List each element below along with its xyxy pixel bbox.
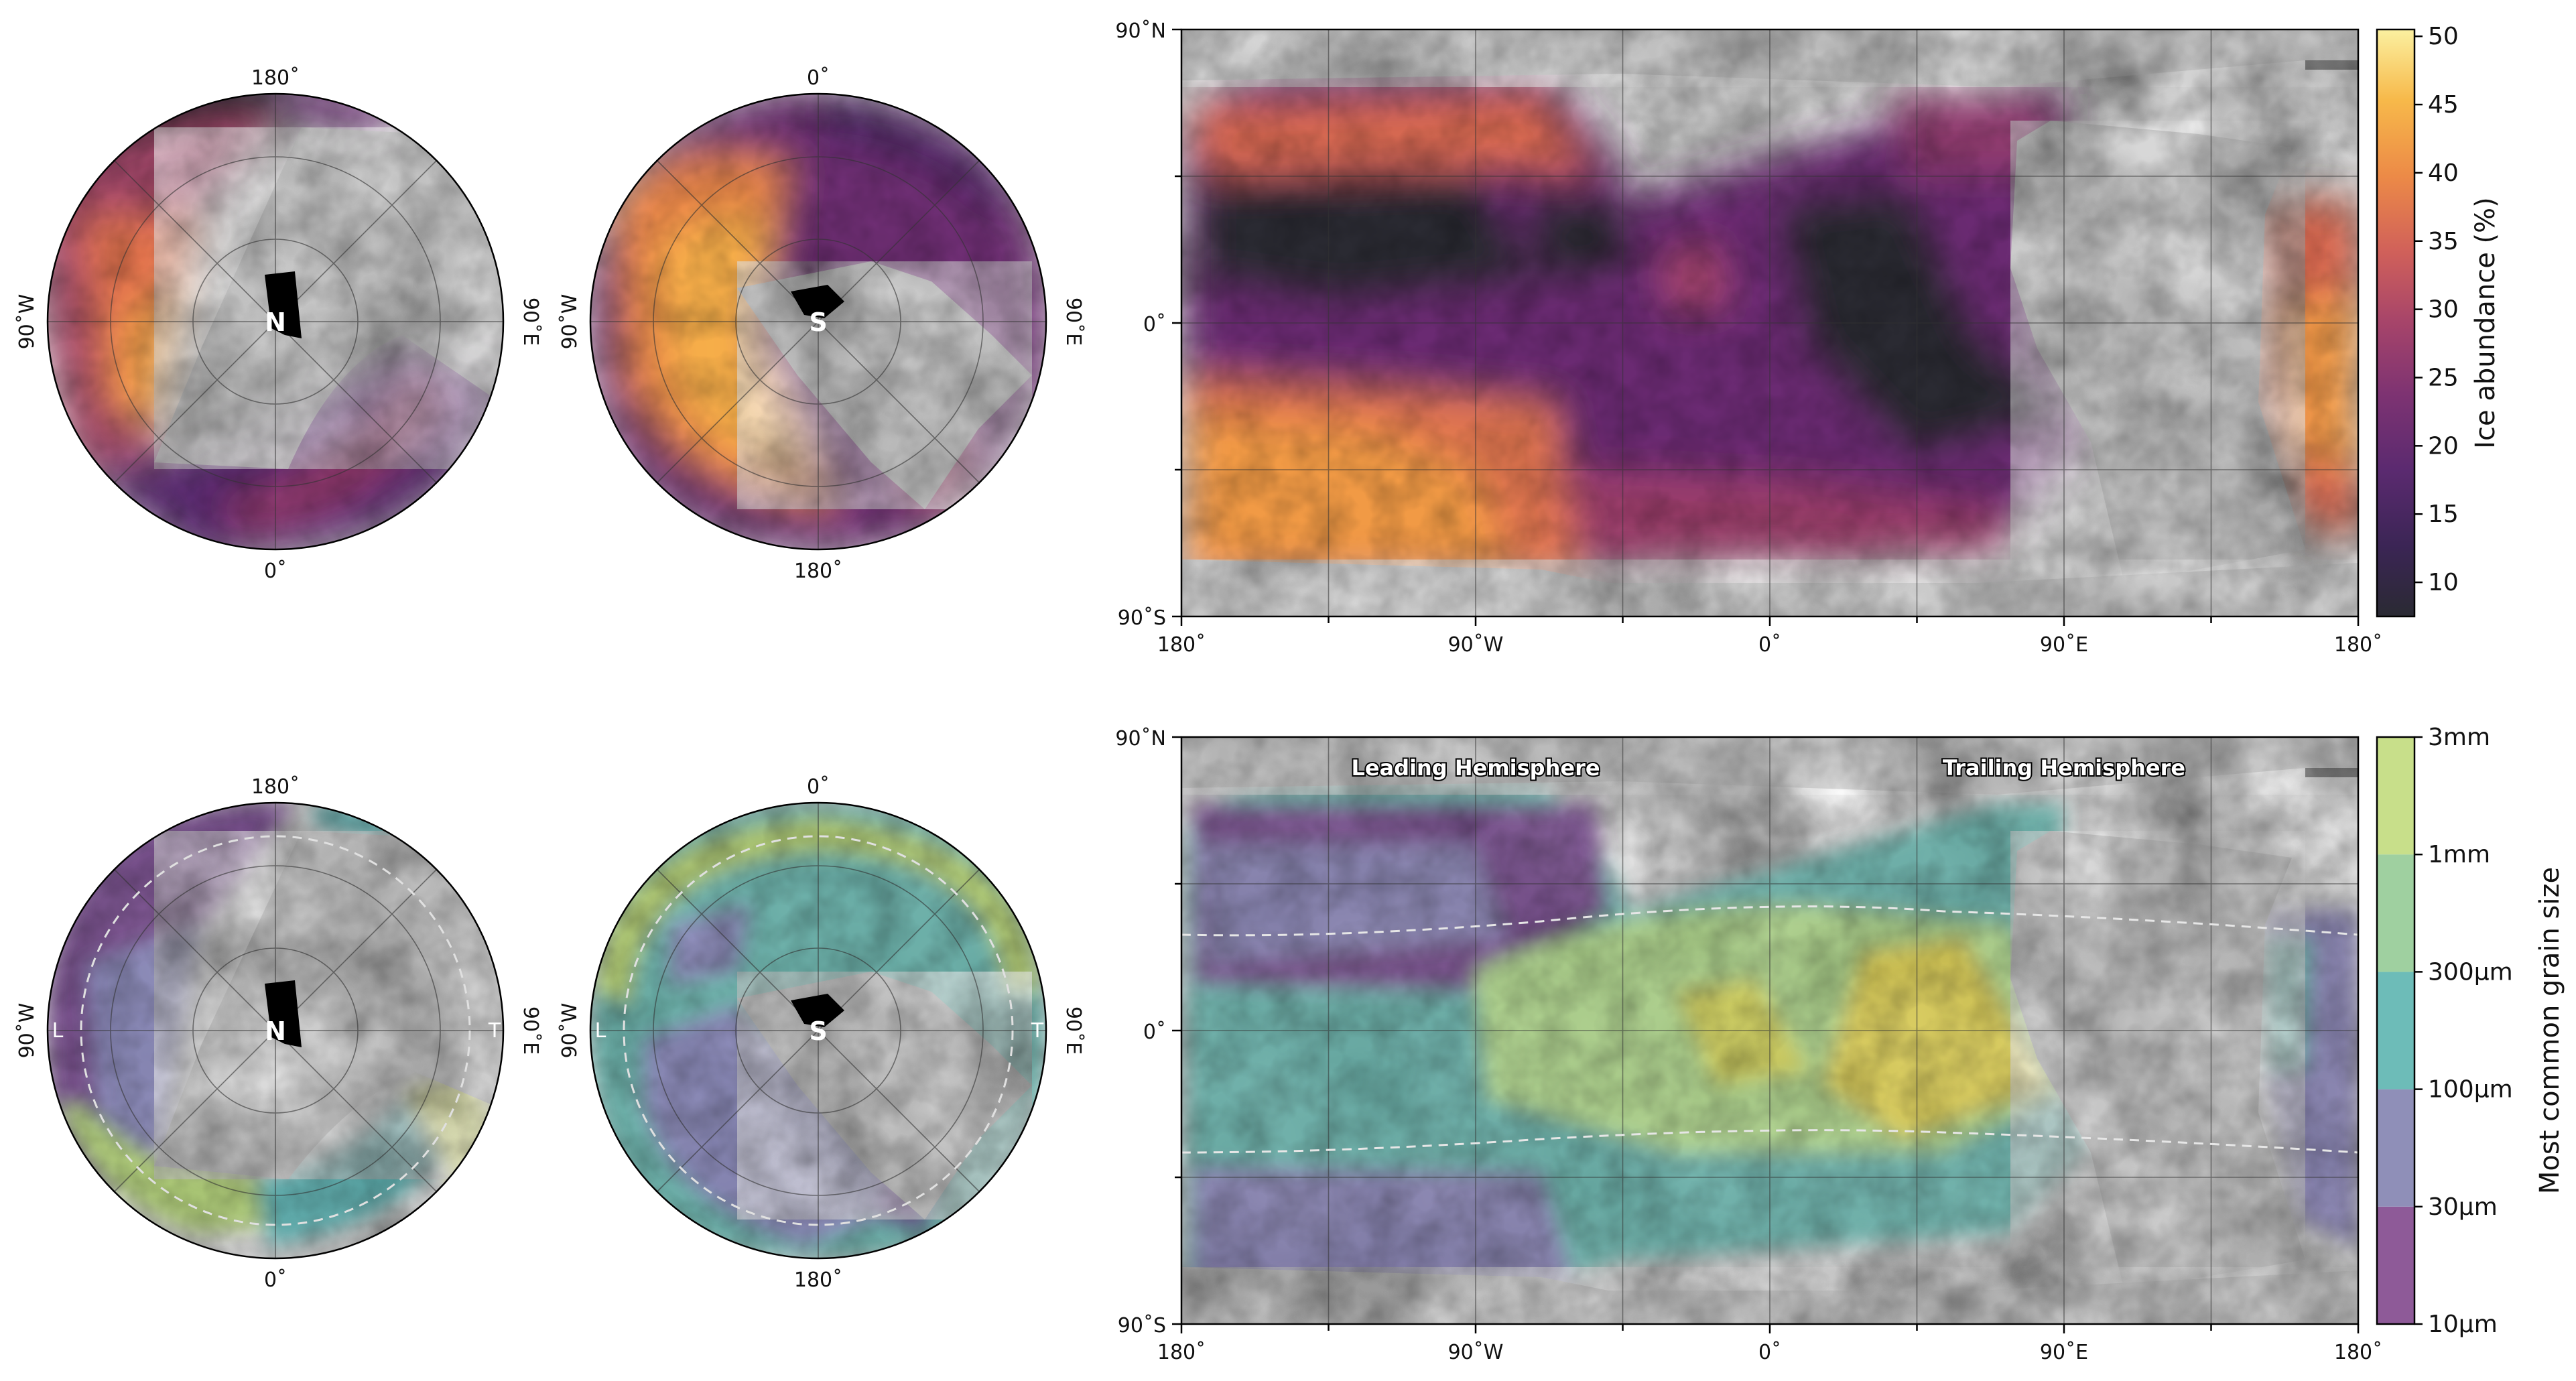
polar-bottom-left: N L T 180˚ 0˚ 90˚W 90˚E [15,775,542,1292]
colorbar-tick-label: 50 [2428,23,2459,50]
colorbar-segment [2377,1089,2414,1207]
x-tick-label: 90˚E [2040,633,2088,657]
colorbar-tick-label: 35 [2428,228,2459,255]
y-tick-label: 90˚S [1118,606,1166,630]
x-tick-label: 0˚ [1758,1341,1781,1364]
colorbar-segment [2377,737,2414,855]
y-tick-label: 0˚ [1143,313,1166,336]
colorbar-tick-label: 15 [2428,501,2459,528]
pole-label: N [265,308,286,337]
colorbar-ice: 10 15 20 25 30 35 40 45 50 Ice abundance (%) [2376,23,2501,618]
y-tick-label: 90˚N [1115,19,1166,43]
colorbar-tick-label: 30µm [2428,1193,2498,1221]
colorbar-tick-label: 3mm [2428,724,2490,751]
tick-label-right: 90˚E [1061,298,1085,346]
x-tick-label: 90˚E [2040,1341,2088,1364]
polar-top-left: N 180˚ 0˚ 90˚W 90˚E [15,66,542,583]
colorbar-tick-label: 10µm [2428,1311,2498,1338]
polar-top-middle: S 0˚ 180˚ 90˚W 90˚E [558,66,1085,583]
colorbar-tick-label: 25 [2428,364,2459,391]
colorbar-segment [2377,972,2414,1090]
colorbar-tick-label: 1mm [2428,841,2490,868]
tick-label-bottom: 180˚ [794,560,842,583]
leading-marker: L [52,1019,64,1043]
colorbar-tick-label: 30 [2428,296,2459,324]
tick-label-top: 180˚ [251,775,300,799]
colorbar-ticks: 10 15 20 25 30 35 40 45 50 [2414,23,2459,596]
tick-label-top: 0˚ [807,66,830,90]
colorbar-tick-label: 20 [2428,432,2459,460]
colorbar-label: Ice abundance (%) [2470,197,2501,449]
x-tick-label: 180˚ [1157,633,1206,657]
x-tick-label: 0˚ [1758,633,1781,657]
y-tick-label: 0˚ [1143,1021,1166,1044]
pole-label: S [809,308,827,337]
tick-label-right: 90˚E [519,1006,542,1055]
colorbar-tick-label: 45 [2428,91,2459,119]
tick-label-bottom: 0˚ [264,560,287,583]
y-tick-label: 90˚S [1118,1314,1166,1337]
trailing-marker: T [488,1019,501,1043]
tick-label-right: 90˚E [519,298,542,346]
x-tick-label: 180˚ [1157,1341,1206,1364]
pole-label: N [265,1016,286,1046]
tick-label-bottom: 0˚ [264,1268,287,1292]
tick-label-bottom: 180˚ [794,1268,842,1292]
colorbar-segment [2377,854,2414,972]
map-bottom: Leading Hemisphere Trailing Hemisphere 1… [1115,724,2565,1364]
tick-label-top: 0˚ [807,775,830,799]
colorbar-tick-label: 40 [2428,159,2459,187]
colorbar-tick-label: 100µm [2428,1076,2513,1104]
x-tick-label: 90˚W [1448,1341,1504,1364]
x-tick-label: 90˚W [1448,633,1504,657]
colorbar-tick-label: 10 [2428,569,2459,596]
tick-label-left: 90˚W [15,294,39,350]
leading-marker: L [595,1019,606,1043]
tick-label-left: 90˚W [15,1003,39,1059]
pole-label: S [809,1016,827,1046]
leading-hemisphere-label: Leading Hemisphere [1351,755,1600,781]
colorbar-label: Most common grain size [2534,867,2565,1194]
trailing-marker: T [1031,1019,1044,1043]
trailing-hemisphere-label: Trailing Hemisphere [1943,755,2185,781]
tick-label-left: 90˚W [558,294,582,350]
colorbar-tick-label: 300µm [2428,958,2513,986]
polar-bottom-middle: S L T 0˚ 180˚ 90˚W 90˚E [558,775,1085,1292]
y-tick-label: 90˚N [1115,727,1166,750]
colorbar-segment [2377,1206,2414,1324]
x-tick-label: 180˚ [2334,633,2382,657]
x-tick-label: 180˚ [2334,1341,2382,1364]
colorbar-grain-size: 10µm 30µm 100µm 300µm 1mm 3mm Most common gra… [2376,724,2565,1338]
map-top: 180˚ 90˚W 0˚ 90˚E 180˚ 90˚N 0˚ 90˚S 10 15… [1115,19,2501,657]
tick-label-right: 90˚E [1061,1006,1085,1055]
colorbar-ticks: 10µm 30µm 100µm 300µm 1mm 3mm [2414,724,2513,1338]
tick-label-left: 90˚W [558,1003,582,1059]
tick-label-top: 180˚ [251,66,300,90]
colorbar-segments [2377,737,2414,1324]
